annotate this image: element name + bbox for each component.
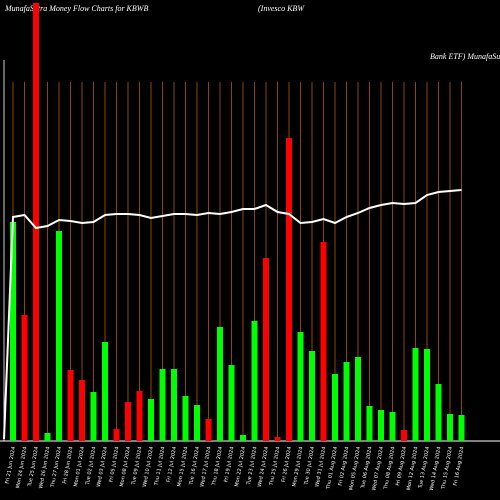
x-tick-label: Fri 26 Jul 2024 [281, 446, 293, 482]
bar [205, 419, 212, 441]
x-tick-label: Tue 02 Jul 2024 [85, 446, 98, 486]
chart-title-right: Bank ETF) MunafaSutra.com [430, 52, 500, 61]
bar [33, 3, 39, 441]
bar [56, 231, 62, 441]
money-flow-line [3, 189, 462, 440]
bar [251, 321, 258, 441]
x-tick-label: Mon 01 Jul 2024 [73, 446, 86, 487]
bar [366, 406, 373, 441]
bar [424, 349, 430, 441]
x-tick-label: Wed 26 Jun 2024 [38, 446, 51, 489]
x-tick-label: Tue 23 Jul 2024 [246, 446, 259, 486]
x-tick-label: Mon 22 Jul 2024 [234, 446, 247, 487]
bar [286, 138, 292, 441]
bar [401, 430, 407, 441]
bar [10, 222, 16, 441]
bar [320, 242, 327, 441]
x-tick-label: Mon 15 Jul 2024 [177, 446, 190, 487]
bar [113, 429, 120, 441]
x-tick-label: Wed 31 Jul 2024 [314, 446, 327, 487]
bar [435, 384, 442, 441]
bar [263, 258, 269, 441]
bar [21, 315, 28, 441]
x-tick-label: Mon 29 Jul 2024 [292, 446, 305, 487]
chart-subtitle: (Invesco KBW [258, 4, 305, 13]
x-tick-label: Fri 02 Aug 2024 [338, 446, 351, 486]
bar [378, 410, 384, 441]
x-tick-label: Thu 27 Jun 2024 [50, 446, 63, 488]
x-tick-label: Wed 03 Jul 2024 [96, 446, 109, 487]
x-tick-label: Tue 30 Jul 2024 [303, 446, 316, 486]
x-tick-label: Fri 16 Aug 2024 [453, 446, 466, 486]
bar [102, 342, 108, 441]
x-tick-label: Mon 08 Jul 2024 [119, 446, 132, 487]
bar [343, 362, 350, 441]
x-tick-label: Tue 13 Aug 2024 [418, 446, 431, 490]
x-tick-label: Tue 25 Jun 2024 [27, 446, 40, 488]
x-tick-label: Tue 06 Aug 2024 [360, 446, 373, 490]
x-tick-label: Mon 24 Jun 2024 [15, 446, 28, 489]
bar [389, 412, 396, 441]
bar [412, 348, 419, 441]
bar [240, 435, 246, 441]
bar [309, 351, 315, 441]
bar [194, 405, 200, 441]
bar [182, 396, 189, 441]
bar [297, 332, 304, 441]
bar [171, 369, 177, 441]
x-tick-label: Fri 05 Jul 2024 [108, 446, 120, 482]
bar [136, 391, 143, 441]
x-tick-label: Thu 25 Jul 2024 [269, 446, 282, 487]
bar [274, 437, 281, 441]
x-tick-label: Thu 11 Jul 2024 [154, 446, 167, 487]
x-tick-label: Wed 10 Jul 2024 [142, 446, 155, 487]
bar [458, 415, 465, 441]
bar [228, 365, 235, 441]
x-tick-label: Fri 19 Jul 2024 [223, 446, 235, 482]
bar [90, 392, 97, 441]
bar [44, 433, 51, 441]
x-tick-label: Tue 16 Jul 2024 [188, 446, 201, 486]
x-tick-label: Fri 12 Jul 2024 [166, 446, 178, 482]
x-tick-label: Fri 21 Jun 2024 [5, 446, 17, 484]
x-tick-label: Thu 18 Jul 2024 [211, 446, 224, 487]
bar [125, 402, 131, 441]
bar [355, 357, 361, 441]
bar [79, 380, 85, 441]
bar [159, 369, 166, 441]
bar [148, 399, 154, 441]
chart-title: MunafaSutra Money Flow Charts for KBWB [4, 4, 148, 13]
bar [332, 374, 338, 441]
x-tick-label: Fri 09 Aug 2024 [395, 446, 408, 486]
x-tick-label: Fri 28 Jun 2024 [62, 446, 74, 484]
bar [447, 414, 453, 441]
x-tick-label: Wed 17 Jul 2024 [199, 446, 212, 487]
x-tick-label: Tue 09 Jul 2024 [131, 446, 144, 486]
bar [67, 370, 74, 441]
bar [217, 327, 223, 441]
x-tick-label: Wed 24 Jul 2024 [257, 446, 270, 487]
